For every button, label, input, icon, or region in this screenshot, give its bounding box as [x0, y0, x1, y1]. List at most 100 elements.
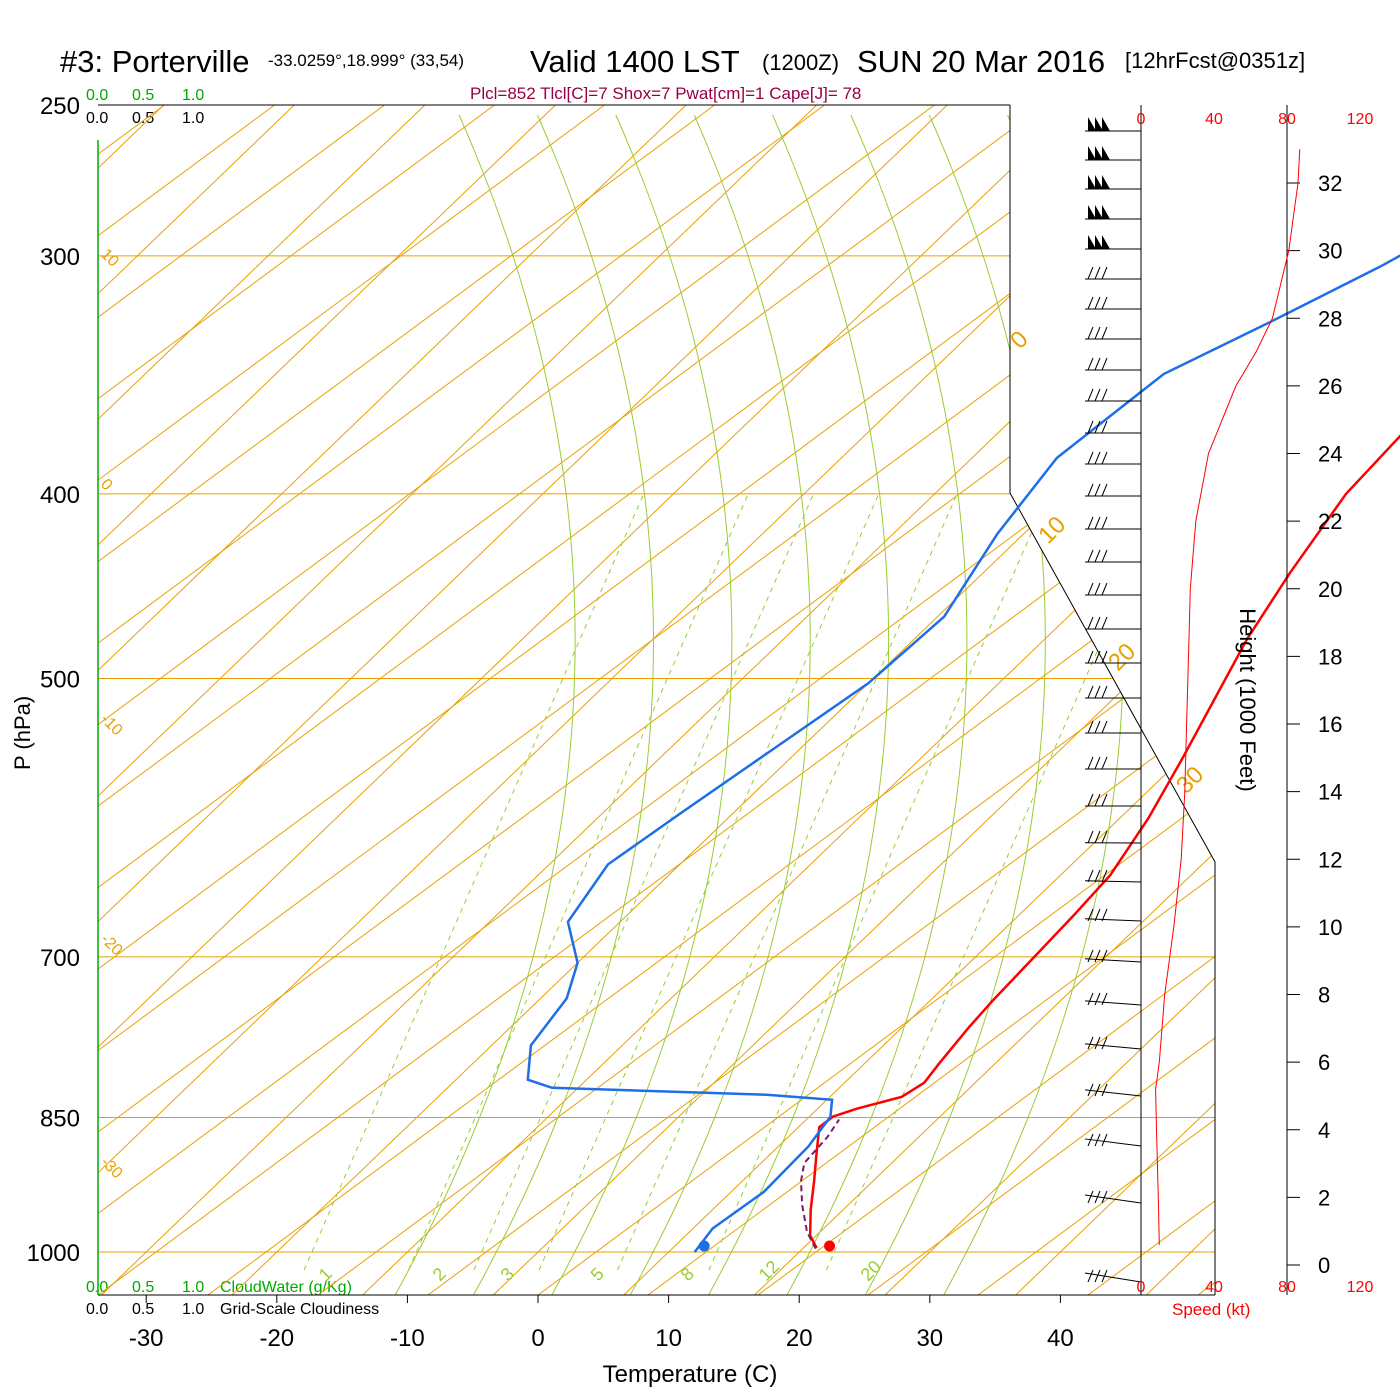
isotherm-label: -10 — [97, 711, 125, 739]
wind-barb-feather — [1101, 949, 1108, 963]
wind-barb-feather — [1101, 1083, 1108, 1097]
wind-barb-feather — [1094, 582, 1101, 596]
temperature-tick-label: 40 — [1047, 1325, 1074, 1352]
station-title: #3: Porterville — [60, 44, 250, 79]
dry-adiabat-line — [98, 105, 1215, 1295]
wind-barb-feather — [1087, 616, 1094, 630]
wind-barb-feather — [1094, 516, 1101, 530]
temperature-tick-label: 20 — [786, 1325, 813, 1352]
isotherm-line — [754, 105, 1215, 1295]
height-tick-label: 10 — [1318, 915, 1342, 940]
height-tick-label: 14 — [1318, 780, 1342, 805]
height-tick-label: 32 — [1318, 171, 1342, 196]
wind-barb-feather — [1094, 949, 1101, 963]
cloudwater-scale-bottom: 0.0 0.5 1.0 CloudWater (g/Kg) — [86, 1279, 352, 1296]
wind-barb — [1085, 720, 1141, 734]
mixing-ratio-line — [538, 492, 880, 1271]
pressure-tick-label: 1000 — [27, 1240, 80, 1267]
wind-barb — [1085, 296, 1141, 310]
wind-barb — [1085, 793, 1141, 807]
wind-barb — [1085, 388, 1141, 402]
wind-barb-feather — [1101, 357, 1108, 371]
moist-adiabat-line — [473, 114, 655, 1295]
height-tick-label: 26 — [1318, 374, 1342, 399]
wind-barb — [1084, 949, 1142, 963]
temperature-tick-label: 30 — [916, 1325, 943, 1352]
wind-barb-feather — [1101, 582, 1108, 596]
wind-barb-feather — [1094, 869, 1101, 883]
wind-barb — [1085, 685, 1141, 699]
temperature-line — [808, 434, 1400, 1249]
wind-barb-feather — [1087, 1083, 1094, 1097]
wind-barb-feather — [1101, 1190, 1108, 1204]
wind-barb-feather — [1094, 451, 1101, 465]
mixing-ratio-line — [408, 492, 749, 1271]
speed-axis-label: Speed (kt) — [1172, 1300, 1250, 1319]
wind-barb-feather — [1094, 908, 1101, 922]
wind-barb-feather — [1101, 420, 1108, 434]
wind-barb — [1085, 582, 1141, 596]
mixing-ratio-label: 12 — [755, 1257, 783, 1285]
wind-barb-feather — [1101, 869, 1108, 883]
temperature-tick-label: 0 — [531, 1325, 544, 1352]
wind-barb-staff — [1084, 958, 1142, 963]
mixing-ratio-line — [473, 492, 815, 1271]
cloudiness-scale-top: 0.0 0.5 1.0 — [86, 110, 204, 127]
mixing-ratio-label: 8 — [677, 1264, 698, 1285]
isotherm-line — [362, 105, 1215, 1295]
wind-barb — [1085, 175, 1141, 190]
cloudiness-tick: 1.0 — [182, 110, 204, 127]
dry-adiabat-line — [1197, 105, 1215, 1295]
wind-barb-feather — [1101, 1036, 1108, 1050]
wind-barb-feather — [1087, 266, 1094, 280]
sounding-series — [526, 254, 1400, 1253]
height-tick-label: 2 — [1318, 1185, 1330, 1210]
forecast-label: [12hrFcst@0351z] — [1125, 48, 1305, 73]
wind-barb-feather — [1094, 1269, 1101, 1283]
dry-adiabat-line — [98, 105, 1045, 1295]
isotherm-line — [98, 105, 1209, 1295]
cloudwater-tick: 0.5 — [132, 1279, 154, 1296]
wind-barb-feather — [1094, 650, 1101, 664]
cloudiness-tick: 0.0 — [86, 110, 108, 127]
wind-barb-pennant — [1102, 117, 1110, 131]
wind-barb-feather — [1094, 549, 1101, 563]
pressure-tick-label: 500 — [40, 667, 80, 694]
dry-adiabat-line — [98, 105, 825, 1295]
wind-barb-feather — [1087, 992, 1094, 1006]
mixing-ratio-label: 20 — [857, 1257, 885, 1285]
dry-adiabat-line — [98, 105, 1215, 1295]
wind-barb — [1085, 117, 1141, 132]
wind-barb — [1085, 549, 1141, 563]
wind-barb-feather — [1087, 908, 1094, 922]
temperature-axis-ticks: -30 -20 -10 0 10 20 30 40 — [129, 1295, 1074, 1352]
dry-adiabat-line — [1308, 105, 1400, 1295]
wind-barb-pennant — [1102, 205, 1110, 219]
wind-barb-pennant — [1088, 175, 1096, 189]
wind-barb-pennant — [1095, 235, 1103, 249]
wind-barb-feather — [1101, 908, 1108, 922]
wind-barb-feather — [1094, 616, 1101, 630]
wind-barb — [1085, 756, 1141, 770]
wind-barb — [1084, 1269, 1142, 1283]
dry-adiabat-line — [98, 105, 935, 1295]
wind-barb-feather — [1094, 756, 1101, 770]
dry-adiabat-line — [98, 105, 495, 1295]
dry-adiabat-line — [98, 105, 1215, 1295]
height-tick-label: 20 — [1318, 577, 1342, 602]
plot-frame — [98, 104, 1216, 1296]
wind-barb — [1085, 516, 1141, 530]
wind-barb — [1085, 146, 1141, 161]
wind-barb-feather — [1101, 650, 1108, 664]
wind-barb-feather — [1094, 483, 1101, 497]
height-tick-label: 22 — [1318, 509, 1342, 534]
wind-barb-feather — [1101, 451, 1108, 465]
height-tick-label: 4 — [1318, 1118, 1330, 1143]
wind-barb-feather — [1087, 388, 1094, 402]
wind-barb — [1085, 420, 1141, 434]
height-tick-label: 30 — [1318, 239, 1342, 264]
wind-barb-feather — [1094, 685, 1101, 699]
dry-adiabat-line — [98, 105, 605, 1295]
mixing-ratio-line — [617, 492, 958, 1271]
surface-temperature-dot — [824, 1240, 836, 1252]
